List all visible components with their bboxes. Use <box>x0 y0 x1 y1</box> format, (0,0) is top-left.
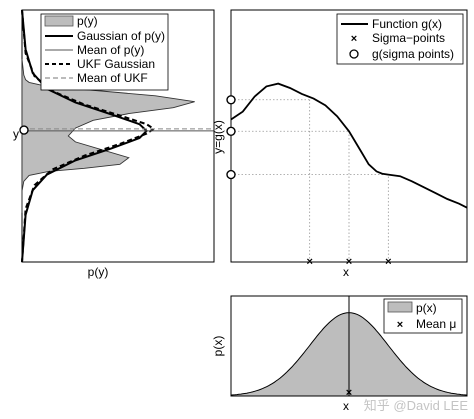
legend-label-mean-py: Mean of p(y) <box>77 43 144 57</box>
legend-label-g-sigma-points: g(sigma points) <box>372 47 454 61</box>
left-means-layer <box>19 125 214 135</box>
top-right-ylabel: y=g(x) <box>211 120 225 154</box>
top-right-panel: × × × x y=g(x) × Function g(x) Sigma−point… <box>211 9 468 279</box>
legend-swatch-py <box>44 15 74 27</box>
legend-label-px: p(x) <box>416 301 437 315</box>
series-ukf-gaussian <box>21 9 156 263</box>
left-ylabel: y <box>13 127 19 141</box>
sigma-point-marker: × <box>346 256 352 268</box>
legend-swatch-g-sigma-points <box>349 49 359 59</box>
sigma-guides-layer <box>231 99 389 262</box>
sigma-point-marker: × <box>385 256 391 268</box>
top-right-legend: × Function g(x) Sigma−points g(sigma poi… <box>336 13 464 65</box>
top-right-ticks <box>230 9 468 262</box>
px-mean-layer: × <box>346 296 352 399</box>
legend-swatch-px <box>387 301 413 313</box>
g-sigma-point-marker <box>226 126 236 136</box>
legend-label-mean-ukf: Mean of UKF <box>77 71 148 85</box>
g-sigma-point-marker <box>226 95 236 105</box>
bottom-right-legend: × p(x) Mean μ <box>383 298 463 334</box>
bottom-right-ylabel: p(x) <box>211 336 225 357</box>
legend-label-function-g: Function g(x) <box>372 17 442 31</box>
legend-swatch-mean-mu: × <box>397 319 403 331</box>
legend-label-sigma-points: Sigma−points <box>372 31 445 45</box>
sigma-point-marker: × <box>306 256 312 268</box>
left-legend: p(y) Gaussian of p(y) Mean of p(y) UKF G… <box>40 13 169 91</box>
sigma-markers-layer: × × × <box>226 95 392 268</box>
series-function-g <box>230 82 468 209</box>
projected-mean-marker <box>19 125 29 135</box>
bottom-right-xlabel: x <box>343 399 349 413</box>
watermark: 知乎 @David LEE <box>364 398 469 413</box>
left-xlabel: p(y) <box>88 265 109 279</box>
left-panel: p(y) y p(y) Gaussian of p(y) Mean of p(y… <box>13 9 215 279</box>
mean-mu-marker: × <box>346 387 352 399</box>
bottom-right-panel: × x p(x) × p(x) Mean μ <box>211 295 468 413</box>
left-legend-box <box>40 13 169 91</box>
legend-label-py: p(y) <box>77 14 98 28</box>
function-g-layer <box>230 82 468 209</box>
top-right-xlabel: x <box>343 265 349 279</box>
legend-label-mean-mu: Mean μ <box>416 317 456 331</box>
legend-swatch-sigma-points: × <box>351 33 357 45</box>
legend-label-gaussian-py: Gaussian of p(y) <box>77 29 165 43</box>
legend-label-ukf-gaussian: UKF Gaussian <box>77 57 155 71</box>
g-sigma-point-marker <box>226 169 236 180</box>
